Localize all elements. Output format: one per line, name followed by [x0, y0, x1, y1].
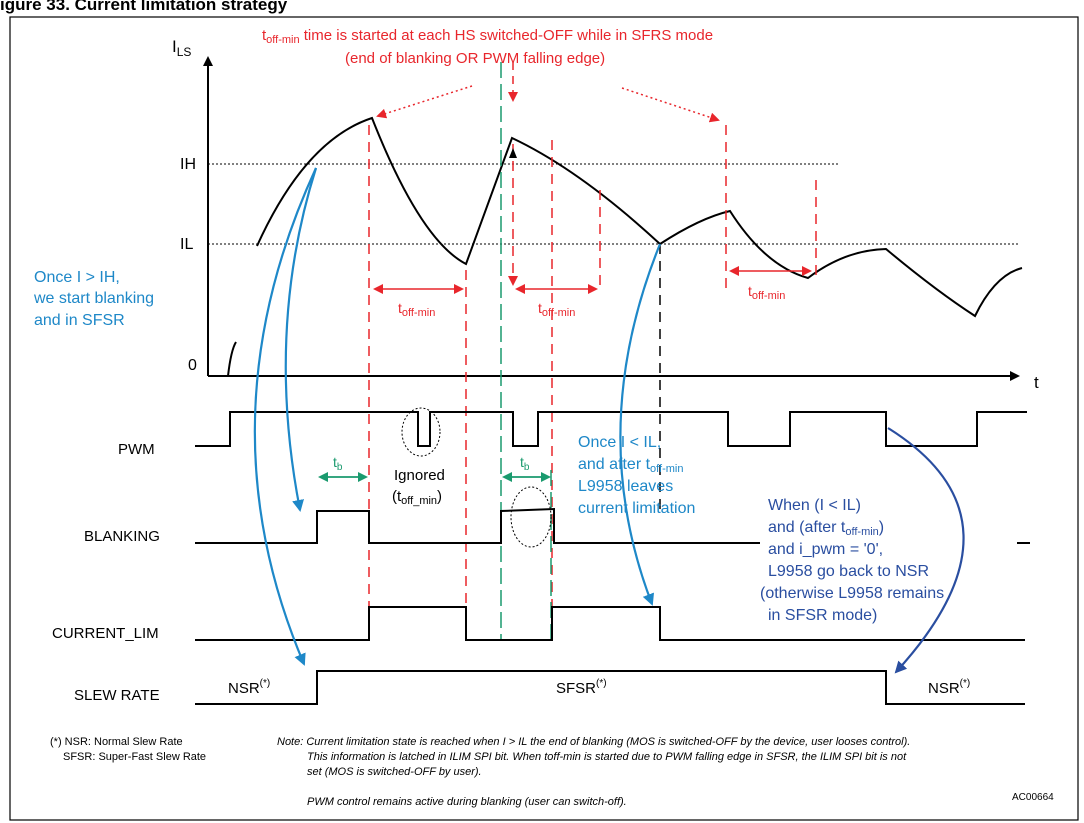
current-waveform-start — [227, 341, 237, 377]
current-lim-waveform — [195, 606, 1025, 641]
blue-arrow-to-blanking — [284, 167, 318, 512]
toff-min-label-3: toff-min — [748, 283, 785, 302]
x-axis-label: t — [1034, 373, 1039, 392]
blanking-waveform — [195, 507, 760, 544]
toff-min-arrows — [373, 266, 812, 294]
tb-label-1: tb — [333, 454, 343, 473]
svg-text:This information is latched in: This information is latched in ILIM SPI … — [307, 751, 907, 763]
svg-text:Note: Current limitation state: Note: Current limitation state is reache… — [277, 736, 910, 748]
blue-annotation-left-1: Once I > IH, — [34, 269, 120, 286]
figure-title: igure 33. Current limitation strategy — [0, 0, 288, 14]
svg-text:L9958 leaves: L9958 leaves — [578, 478, 673, 495]
blanking-label: BLANKING — [84, 528, 160, 545]
peak2-small-arrow — [509, 148, 517, 158]
svg-text:and i_pwm = '0',: and i_pwm = '0', — [768, 541, 883, 558]
ignored-label: Ignored — [394, 467, 445, 484]
blue-annotation-middle: Once I < IL, and after toff-min L9958 le… — [578, 434, 695, 517]
sfsr-label: SFSR(*) — [556, 678, 607, 697]
slew-rate-label: SLEW RATE — [74, 687, 160, 704]
blue-annotation-right: When (I < IL) and (after toff-min) and i… — [760, 497, 944, 624]
blue-arrow-to-nsr — [887, 427, 965, 674]
svg-text:When (I < IL): When (I < IL) — [768, 497, 861, 514]
svg-text:set (MOS is switched-OFF by us: set (MOS is switched-OFF by user). — [307, 766, 482, 778]
svg-text:and after toff-min: and after toff-min — [578, 456, 683, 475]
blue-arrow-to-currentlim — [619, 243, 662, 606]
svg-text:(otherwise L9958 remains: (otherwise L9958 remains — [760, 585, 944, 602]
tb-label-2: tb — [520, 454, 530, 473]
current-waveform — [256, 116, 1023, 318]
ignored-sub-label: (toff_min) — [392, 488, 442, 507]
svg-text:L9958 go back to NSR: L9958 go back to NSR — [768, 563, 929, 580]
zero-label: 0 — [188, 357, 197, 374]
svg-text:PWM control remains active dur: PWM control remains active during blanki… — [307, 796, 627, 808]
legend-sfsr: SFSR: Super-Fast Slew Rate — [63, 751, 206, 763]
il-label: IL — [180, 236, 193, 253]
y-axis-label: ILS — [172, 37, 191, 59]
blanking-ellipse — [510, 486, 552, 548]
toff-min-label-1: toff-min — [398, 300, 435, 319]
current-lim-label: CURRENT_LIM — [52, 625, 159, 642]
figure-ref-code: AC00664 — [1012, 792, 1054, 803]
legend-nsr: (*) NSR: Normal Slew Rate — [50, 736, 183, 748]
figure-frame — [9, 16, 1079, 821]
svg-text:current limitation: current limitation — [578, 500, 695, 517]
blue-annotation-left-3: and in SFSR — [34, 312, 125, 329]
top-arrow-1 — [376, 85, 473, 119]
toff-min-label-2: toff-min — [538, 300, 575, 319]
top-annotation-line2: (end of blanking OR PWM falling edge) — [345, 50, 605, 67]
top-arrow-2 — [621, 87, 720, 123]
ignored-pulse-ellipse — [401, 407, 441, 457]
nsr-right-label: NSR(*) — [928, 678, 970, 697]
svg-text:and (after toff-min): and (after toff-min) — [768, 519, 884, 538]
blue-annotation-left-2: we start blanking — [33, 290, 154, 307]
svg-text:in SFSR mode): in SFSR mode) — [768, 607, 877, 624]
nsr-left-label: NSR(*) — [228, 678, 270, 697]
note-block: Note: Current limitation state is reache… — [277, 736, 910, 808]
slew-rate-waveform — [195, 670, 1025, 705]
ih-label: IH — [180, 156, 196, 173]
blue-arrow-to-slew — [253, 167, 317, 666]
pwm-waveform — [195, 411, 1027, 447]
top-annotation-line1: toff-min time is started at each HS swit… — [262, 27, 713, 46]
toff-markers — [368, 125, 817, 640]
pwm-label: PWM — [118, 441, 155, 458]
